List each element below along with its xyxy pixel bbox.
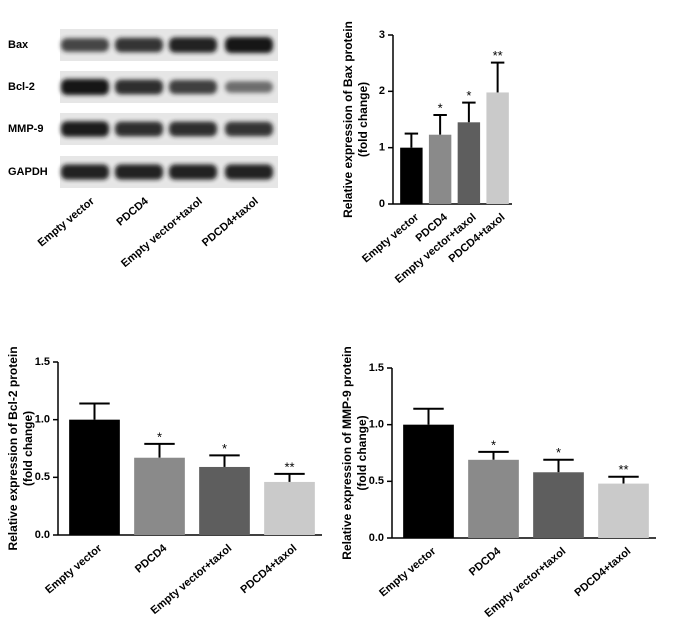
x-tick-label: PDCD4 bbox=[467, 545, 504, 579]
y-tick-label: 0 bbox=[379, 198, 385, 210]
blot-band bbox=[115, 121, 163, 137]
blot-lane-label: Empty vector bbox=[36, 195, 98, 249]
x-tick-label: Empty vector bbox=[377, 545, 439, 599]
bar bbox=[400, 147, 423, 204]
bar bbox=[69, 419, 120, 535]
x-tick-label: Empty vector bbox=[43, 542, 105, 596]
blot-band bbox=[115, 79, 163, 95]
blot-band bbox=[169, 164, 217, 180]
bar bbox=[428, 134, 452, 204]
y-tick-label: 1.0 bbox=[35, 414, 50, 426]
blot-row-label: Bax bbox=[8, 39, 29, 51]
y-axis-label: (fold change) bbox=[356, 82, 370, 157]
significance-label: * bbox=[491, 437, 496, 452]
bar bbox=[533, 472, 584, 538]
significance-label: ** bbox=[284, 459, 294, 474]
blot-band bbox=[61, 38, 109, 52]
x-tick-label: PDCD4 bbox=[133, 542, 170, 576]
bar bbox=[134, 457, 185, 535]
significance-label: * bbox=[466, 88, 471, 103]
significance-label: ** bbox=[493, 48, 503, 63]
x-tick-label: PDCD4+taxol bbox=[238, 542, 299, 596]
y-tick-label: 1 bbox=[379, 142, 385, 154]
blot-band bbox=[169, 80, 217, 94]
bar bbox=[199, 466, 250, 535]
significance-label: ** bbox=[618, 462, 628, 477]
blot-band bbox=[115, 164, 163, 180]
blot-band bbox=[61, 164, 109, 180]
y-tick-label: 1.5 bbox=[369, 362, 384, 374]
blot-band bbox=[169, 121, 217, 137]
bar bbox=[403, 424, 454, 538]
y-axis-label: (fold change) bbox=[355, 415, 369, 490]
blot-band bbox=[115, 37, 163, 53]
blot-row-label: MMP-9 bbox=[8, 123, 43, 135]
y-tick-label: 0.5 bbox=[369, 475, 384, 487]
y-tick-label: 3 bbox=[379, 29, 385, 41]
x-tick-label: Empty vector bbox=[360, 211, 422, 265]
significance-label: * bbox=[556, 445, 561, 460]
y-tick-label: 2 bbox=[379, 85, 385, 97]
blot-lane-label: PDCD4 bbox=[115, 195, 152, 229]
blot-lane-label: PDCD4+taxol bbox=[200, 195, 261, 249]
blot-band bbox=[225, 81, 273, 93]
blot-row-label: GAPDH bbox=[8, 166, 48, 178]
y-axis-label: (fold change) bbox=[21, 411, 35, 486]
x-tick-label: PDCD4+taxol bbox=[572, 545, 633, 599]
y-axis-label: Relative expression of MMP-9 protein bbox=[340, 346, 354, 559]
blot-row-label: Bcl-2 bbox=[8, 81, 35, 93]
y-axis-label: Relative expression of Bax protein bbox=[341, 21, 355, 218]
blot-band bbox=[61, 121, 109, 137]
bar bbox=[468, 459, 519, 538]
y-tick-label: 0.0 bbox=[369, 532, 384, 544]
blot-band bbox=[225, 37, 273, 53]
significance-label: * bbox=[438, 100, 443, 115]
y-tick-label: 0.0 bbox=[35, 529, 50, 541]
bar bbox=[598, 483, 649, 538]
y-axis-label: Relative expression of Bcl-2 protein bbox=[6, 346, 20, 550]
blot-band bbox=[61, 79, 109, 95]
y-tick-label: 1.5 bbox=[35, 356, 50, 368]
y-tick-label: 0.5 bbox=[35, 471, 50, 483]
blot-band bbox=[225, 121, 273, 137]
bar bbox=[457, 122, 481, 204]
significance-label: * bbox=[222, 441, 227, 456]
y-tick-label: 1.0 bbox=[369, 419, 384, 431]
significance-label: * bbox=[157, 429, 162, 444]
blot-band bbox=[225, 164, 273, 180]
bar bbox=[264, 481, 315, 535]
bar bbox=[486, 92, 509, 204]
blot-band bbox=[169, 37, 217, 53]
